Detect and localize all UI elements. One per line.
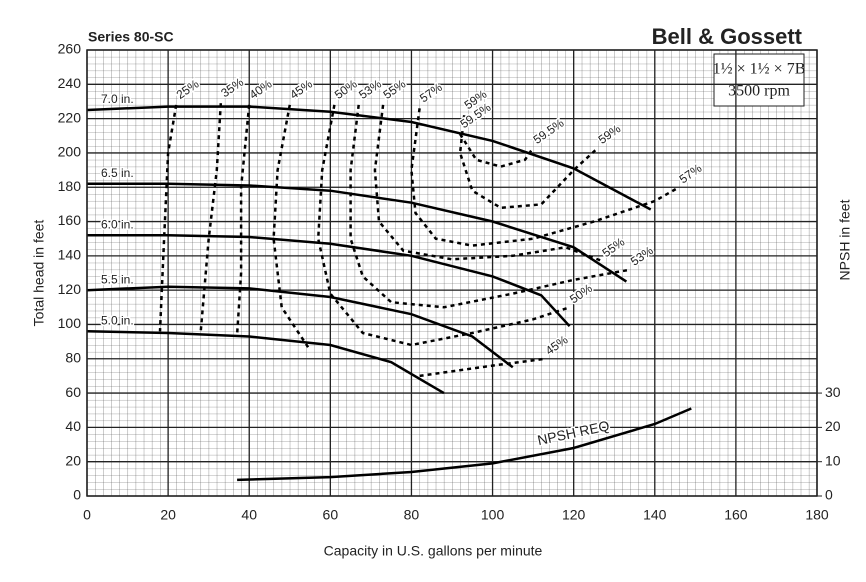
info-box (713, 53, 805, 107)
y2-axis-label: NPSH in feet (837, 199, 853, 280)
y2-tick-label: 0 (825, 487, 833, 503)
y-tick-label: 120 (58, 281, 82, 297)
x-tick-label: 180 (805, 507, 829, 523)
series-label: 5.5 in. (101, 272, 134, 286)
impeller-curve (86, 330, 445, 395)
x-tick-label: 160 (724, 507, 748, 523)
x-tick-label: 140 (643, 507, 667, 523)
y-tick-label: 180 (58, 178, 82, 194)
efficiency-curve (235, 104, 251, 335)
y-tick-label: 80 (65, 349, 81, 365)
y-tick-label: 100 (58, 315, 82, 331)
y2-tick-label: 10 (825, 452, 841, 468)
impeller-curve (86, 285, 514, 369)
y-tick-label: 220 (58, 109, 82, 125)
y2-tick-label: 30 (825, 384, 841, 400)
series-label: 7.0 in. (101, 92, 134, 106)
impeller-curve (86, 105, 652, 211)
x-tick-label: 40 (241, 507, 257, 523)
x-tick-label: 100 (481, 507, 505, 523)
series-label: 6.5 in. (101, 166, 134, 180)
impeller-curve (87, 182, 628, 283)
plot-frame (86, 49, 818, 497)
npsh-curve (237, 407, 692, 482)
efficiency-curve (373, 104, 603, 263)
model: 1½ × 1½ × 7B (713, 61, 806, 78)
efficiency-curve (349, 104, 631, 309)
y2-tick-label: 20 (825, 418, 841, 434)
efficiency-curve (272, 104, 546, 378)
y-tick-label: 20 (65, 452, 81, 468)
efficiency-curve (316, 104, 570, 347)
y-tick-label: 200 (58, 144, 82, 160)
y-tick-label: 260 (58, 41, 82, 57)
brand: Bell & Gossett (652, 24, 803, 49)
y-tick-label: 0 (73, 487, 81, 503)
series-label: 6.0 in. (101, 217, 134, 231)
y-tick-label: 60 (65, 384, 81, 400)
y-tick-label: 160 (58, 212, 82, 228)
series-label: 5.0 in. (101, 313, 134, 327)
x-tick-label: 20 (160, 507, 176, 523)
x-axis-label: Capacity in U.S. gallons per minute (324, 543, 543, 559)
minor-grid (87, 50, 817, 496)
y-axis-label: Total head in feet (31, 220, 47, 327)
y-tick-label: 40 (65, 418, 81, 434)
x-tick-label: 0 (83, 507, 91, 523)
chart-title: Series 80-SC (88, 29, 174, 45)
impeller-curve (87, 234, 571, 328)
efficiency-curve (158, 104, 178, 332)
x-tick-label: 80 (404, 507, 420, 523)
efficiency-curve (199, 103, 223, 334)
x-tick-label: 60 (323, 507, 339, 523)
x-tick-label: 120 (562, 507, 586, 523)
y-tick-label: 140 (58, 247, 82, 263)
y-tick-label: 240 (58, 75, 82, 91)
speed: 3500 rpm (728, 83, 790, 100)
